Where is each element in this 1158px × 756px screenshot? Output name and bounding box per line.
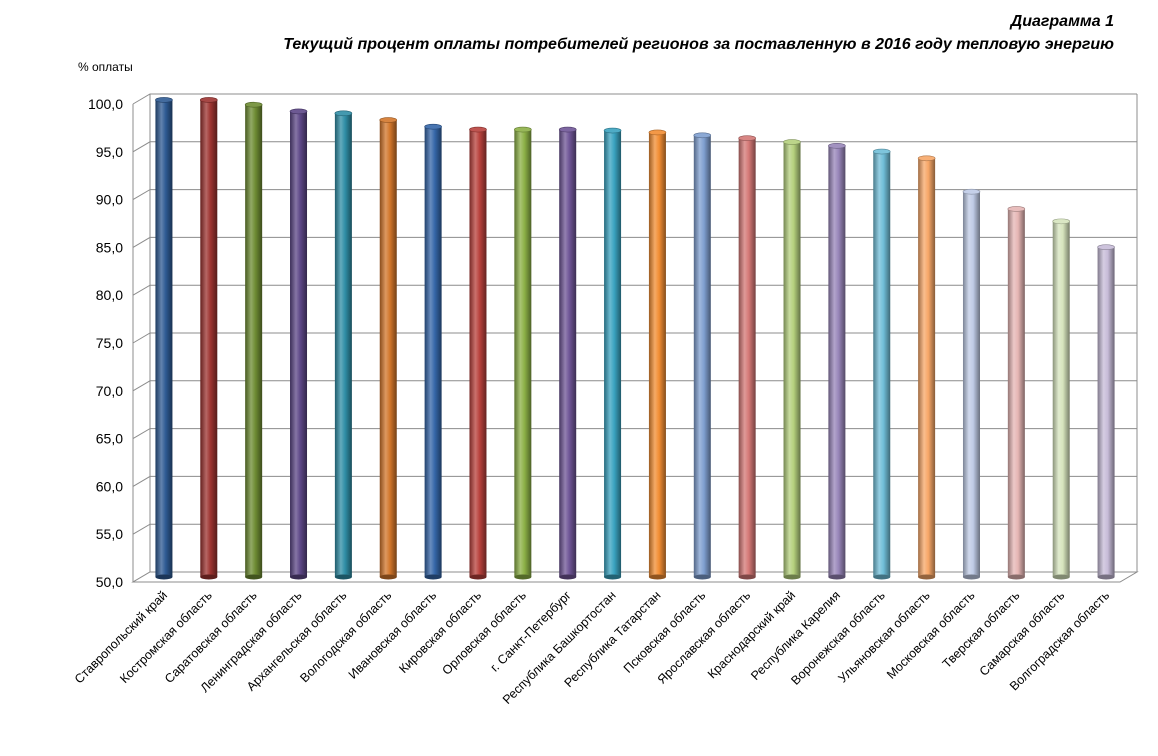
chart-subtitle: Текущий процент оплаты потребителей реги… [283, 36, 1114, 53]
bar [603, 127, 622, 580]
x-tick-label: Тверская область [940, 588, 1023, 671]
y-tick-label: 85,0 [96, 239, 123, 255]
bar [379, 117, 398, 580]
bar [155, 97, 173, 580]
x-tick-label: Псковская область [621, 588, 709, 676]
x-tick-label: Кировская область [396, 588, 484, 676]
y-tick-label: 70,0 [96, 383, 123, 399]
bar [424, 123, 442, 580]
bar [872, 148, 891, 580]
bar [1052, 218, 1071, 580]
bar [469, 126, 487, 580]
bar [289, 108, 308, 580]
bar [648, 129, 667, 580]
bar [1097, 244, 1115, 580]
chart-title-block: Диаграмма 1 Текущий процент оплаты потре… [283, 12, 1114, 56]
x-tick-label: Краснодарский край [705, 588, 798, 681]
y-axis-ticks: 50,0 55,0 60,0 65,0 70,0 75,0 80,0 85,0 90,0 95,0… [88, 96, 123, 590]
bar [828, 143, 846, 580]
y-tick-label: 60,0 [96, 478, 123, 494]
x-tick-label: Ивановская область [346, 588, 440, 682]
bar [1007, 206, 1026, 580]
y-tick-label: 80,0 [96, 287, 123, 303]
x-tick-label: г. Санкт-Петербург [488, 588, 575, 675]
bar [693, 132, 712, 580]
bars [155, 97, 1115, 580]
chart-title: Диаграмма 1 [1010, 13, 1114, 30]
x-tick-label: Орловская область [439, 588, 529, 678]
bar [962, 188, 981, 580]
y-tick-label: 100,0 [88, 96, 123, 112]
x-tick-label: Московская область [884, 588, 978, 682]
y-tick-label: 50,0 [96, 574, 123, 590]
bar [738, 135, 756, 580]
y-tick-label: 55,0 [96, 526, 123, 542]
y-axis-label: % оплаты [78, 60, 133, 74]
x-tick-label: Самарская область [977, 588, 1068, 679]
bar [558, 126, 577, 580]
chart-floor [131, 571, 1139, 583]
y-tick-label: 65,0 [96, 431, 123, 447]
bar [783, 139, 801, 580]
bar [244, 101, 263, 580]
bar [199, 97, 218, 580]
grid [132, 93, 1138, 583]
bar [917, 155, 936, 580]
bar [514, 126, 532, 580]
y-tick-label: 90,0 [96, 192, 123, 208]
y-tick-label: 75,0 [96, 335, 123, 351]
y-tick-label: 95,0 [96, 144, 123, 160]
x-tick-label: Республика Карелия [748, 588, 843, 683]
bar [334, 110, 353, 580]
